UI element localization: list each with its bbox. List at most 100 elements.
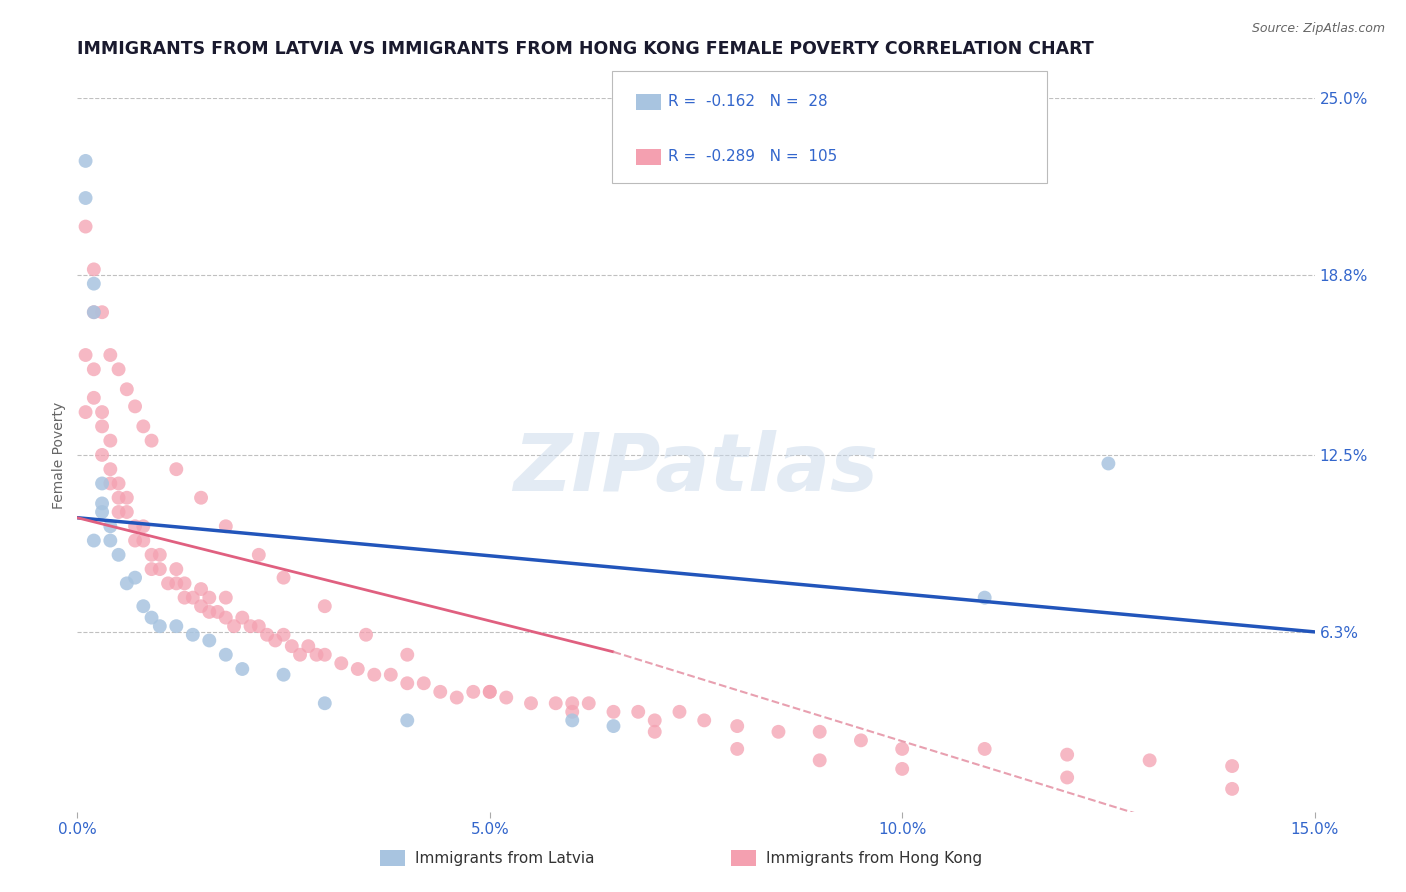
Point <box>198 605 221 619</box>
Text: Source: ZipAtlas.com: Source: ZipAtlas.com <box>1251 22 1385 36</box>
Point <box>314 599 336 614</box>
Point <box>132 533 155 548</box>
Point <box>115 491 138 505</box>
Point <box>239 619 262 633</box>
Point <box>98 348 121 362</box>
Point <box>107 362 129 376</box>
Point <box>273 667 295 681</box>
Point <box>231 610 253 624</box>
Point <box>346 662 368 676</box>
Point <box>314 648 336 662</box>
Point <box>98 434 121 448</box>
Text: IMMIGRANTS FROM LATVIA VS IMMIGRANTS FROM HONG KONG FEMALE POVERTY CORRELATION C: IMMIGRANTS FROM LATVIA VS IMMIGRANTS FRO… <box>77 40 1094 58</box>
Point <box>149 562 172 576</box>
Point <box>149 619 172 633</box>
Point <box>132 419 155 434</box>
Y-axis label: Female Poverty: Female Poverty <box>52 401 66 508</box>
Point <box>98 476 121 491</box>
Point <box>141 562 163 576</box>
Point <box>91 505 114 519</box>
Point <box>75 191 97 205</box>
Point <box>91 496 114 510</box>
Point <box>190 582 212 596</box>
Point <box>157 576 180 591</box>
Point <box>305 648 328 662</box>
Point <box>1056 771 1078 785</box>
Point <box>693 714 716 728</box>
Point <box>1220 759 1243 773</box>
Point <box>165 462 187 476</box>
Point <box>330 657 353 671</box>
Point <box>273 628 295 642</box>
Point <box>247 619 270 633</box>
Point <box>463 685 485 699</box>
Text: R =  -0.289   N =  105: R = -0.289 N = 105 <box>668 150 837 164</box>
Point <box>215 648 238 662</box>
Point <box>115 382 138 396</box>
Point <box>768 724 790 739</box>
Point <box>314 696 336 710</box>
Point <box>363 667 385 681</box>
Point <box>115 576 138 591</box>
Point <box>83 305 105 319</box>
Point <box>396 676 419 690</box>
Point <box>132 599 155 614</box>
Point <box>141 548 163 562</box>
Point <box>91 476 114 491</box>
Point <box>91 419 114 434</box>
Point <box>198 633 221 648</box>
Point <box>149 548 172 562</box>
Point <box>544 696 567 710</box>
Text: R =  -0.162   N =  28: R = -0.162 N = 28 <box>668 95 828 109</box>
Point <box>198 591 221 605</box>
Point <box>98 519 121 533</box>
Point <box>165 619 187 633</box>
Point <box>173 576 195 591</box>
Point <box>1056 747 1078 762</box>
Point <box>273 571 295 585</box>
Point <box>668 705 690 719</box>
Point <box>725 742 748 756</box>
Point <box>83 362 105 376</box>
Point <box>98 462 121 476</box>
Point <box>75 405 97 419</box>
Point <box>288 648 311 662</box>
Point <box>215 591 238 605</box>
Point <box>973 591 995 605</box>
Point <box>1139 753 1161 767</box>
Point <box>256 628 278 642</box>
Point <box>83 533 105 548</box>
Point <box>396 648 419 662</box>
Point <box>165 562 187 576</box>
Point <box>124 571 146 585</box>
Point <box>181 591 204 605</box>
Text: ZIPatlas: ZIPatlas <box>513 430 879 508</box>
Point <box>808 724 831 739</box>
Point <box>124 519 146 533</box>
Point <box>222 619 245 633</box>
Point <box>520 696 543 710</box>
Point <box>578 696 600 710</box>
Point <box>1097 457 1119 471</box>
Point <box>429 685 451 699</box>
Text: Immigrants from Hong Kong: Immigrants from Hong Kong <box>766 851 983 865</box>
Point <box>264 633 287 648</box>
Point <box>602 705 624 719</box>
Point <box>231 662 253 676</box>
Point <box>83 391 105 405</box>
Point <box>83 305 105 319</box>
Point <box>107 548 129 562</box>
Point <box>132 519 155 533</box>
Point <box>561 714 583 728</box>
Point <box>849 733 872 747</box>
Point <box>207 605 229 619</box>
Point <box>107 491 129 505</box>
Point <box>107 476 129 491</box>
Point <box>98 533 121 548</box>
Point <box>215 519 238 533</box>
Point <box>190 491 212 505</box>
Point <box>495 690 517 705</box>
Point <box>91 405 114 419</box>
Point <box>75 219 97 234</box>
Point <box>91 305 114 319</box>
